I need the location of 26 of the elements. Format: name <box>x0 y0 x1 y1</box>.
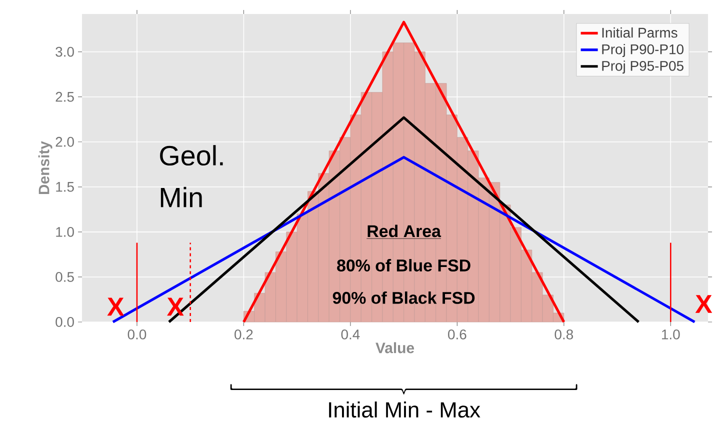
annotation: Red Area <box>368 224 442 238</box>
x-tick-label: 0.8 <box>554 330 574 340</box>
y-tick-label: 2.5 <box>56 92 74 102</box>
y-tick-label: 3.0 <box>56 46 74 57</box>
y-tick-label: 0.5 <box>56 272 74 282</box>
annotation: X <box>107 298 124 316</box>
annotation: 80% of Blue FSD <box>337 259 470 272</box>
y-tick-label: 1.5 <box>56 182 74 192</box>
annotation: 90% of Black FSD <box>332 291 475 304</box>
x-tick-label: 1.0 <box>662 330 680 340</box>
y-axis-title: Density <box>38 141 52 194</box>
annotation: X <box>695 295 712 313</box>
x-tick-label: 0.2 <box>234 330 253 340</box>
y-tick-label: 1.0 <box>56 226 74 237</box>
x-tick-label: 0.6 <box>448 330 466 340</box>
annotation: Geol. Min <box>160 145 223 208</box>
legend-label: Initial Parms <box>602 27 678 38</box>
x-axis-title: Value <box>376 342 414 354</box>
text: Initial Min - Max <box>329 402 480 418</box>
x-tick-label: 0.0 <box>128 330 146 340</box>
legend-label: Proj P95-P05 <box>602 60 684 74</box>
y-tick-label: 0.0 <box>56 317 74 327</box>
annotation: X <box>166 298 184 316</box>
y-tick-label: 2.0 <box>56 136 74 147</box>
legend-label: Proj P90-P10 <box>602 44 684 57</box>
x-tick-label: 0.4 <box>341 330 360 340</box>
